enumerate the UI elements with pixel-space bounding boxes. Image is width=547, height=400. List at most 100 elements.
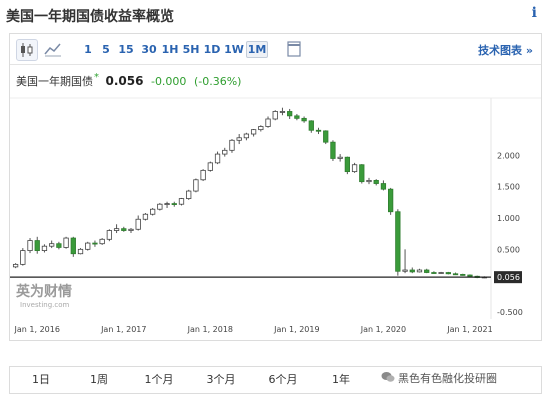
candle-body <box>236 137 242 141</box>
candle-body <box>308 120 314 131</box>
delay-star: * <box>94 72 99 83</box>
candle-body <box>150 208 156 215</box>
info-icon[interactable]: i <box>531 5 537 21</box>
period-1d[interactable]: 1日 <box>32 373 50 386</box>
candle-body <box>445 272 451 275</box>
candle-body <box>171 203 177 205</box>
price-change: -0.000 <box>150 75 187 88</box>
watermark: 黑色有色融化投研圈 <box>381 368 497 390</box>
y-tick-label: 1.000 <box>497 214 520 223</box>
candle-body <box>431 272 437 274</box>
candle-body <box>366 179 372 183</box>
candle-body <box>424 269 430 273</box>
candle-body <box>409 269 415 273</box>
x-tick-label: Jan 1, 2017 <box>100 325 146 334</box>
candle-body <box>85 242 91 250</box>
candle-body <box>402 269 408 272</box>
candle-body <box>301 117 307 122</box>
logo-text: 英为财情 <box>15 283 72 300</box>
interval-5[interactable]: 5 <box>102 43 110 56</box>
interval-5h[interactable]: 5H <box>182 43 200 56</box>
quote-line: 美国一年期国债* 0.056 -0.000 (-0.36%) <box>16 72 242 89</box>
period-1y[interactable]: 1年 <box>332 373 350 386</box>
candle-body <box>27 240 33 251</box>
area-chart-icon[interactable] <box>43 39 63 59</box>
candle-body <box>121 228 127 231</box>
y-tick-label: 0.056 <box>497 273 520 282</box>
interval-15[interactable]: 15 <box>118 43 134 56</box>
price-chart[interactable]: 英为财情 Investing.com 2.000 1.500 1.000 0.500 0… <box>10 34 541 340</box>
candle-body <box>359 164 365 183</box>
price-change-percent: (-0.36%) <box>193 75 242 88</box>
candle-body <box>200 169 206 181</box>
candle-body <box>287 111 293 117</box>
candle-body <box>113 228 120 231</box>
candlestick-icon[interactable] <box>16 39 38 61</box>
candle-body <box>294 115 300 119</box>
candles-group <box>12 107 488 279</box>
interval-30[interactable]: 30 <box>141 43 157 56</box>
interval-1w[interactable]: 1W <box>224 43 244 56</box>
candle-body <box>272 111 278 120</box>
candle-body <box>395 211 401 272</box>
candle-body <box>49 243 55 247</box>
candle-body <box>56 243 62 248</box>
logo-subtext: Investing.com <box>20 301 70 309</box>
candle-body <box>142 213 149 220</box>
candle-body <box>452 273 459 276</box>
candle-body <box>63 237 69 248</box>
y-tick-label: 1.500 <box>497 183 520 192</box>
candle-body <box>34 240 40 251</box>
candle-body <box>178 198 185 205</box>
candle-body <box>250 129 257 135</box>
candle-body <box>77 248 84 255</box>
y-axis-labels: 2.000 1.500 1.000 0.500 0.056 -0.500 <box>494 151 523 317</box>
candle-body <box>416 269 423 273</box>
candle-body <box>128 228 134 231</box>
period-1w[interactable]: 1周 <box>90 373 108 386</box>
candle-body <box>207 162 213 171</box>
interval-1h[interactable]: 1H <box>161 43 179 56</box>
x-tick-label: Jan 1, 2019 <box>273 325 319 334</box>
candle-body <box>337 156 343 159</box>
candle-body <box>229 139 235 151</box>
technical-chart-link[interactable]: 技术图表 » <box>478 44 533 57</box>
candle-body <box>193 179 199 192</box>
x-tick-label: Jan 1, 2018 <box>187 325 233 334</box>
candle-body <box>186 190 192 199</box>
candle-body <box>323 130 329 143</box>
candle-body <box>330 141 336 159</box>
candle-body <box>214 153 221 164</box>
instrument-name: 美国一年期国债 <box>16 75 93 88</box>
candle-body <box>279 111 286 113</box>
page-title: 美国一年期国债收益率概览 <box>6 9 174 25</box>
x-tick-label: Jan 1, 2016 <box>14 325 60 334</box>
candle-body <box>460 273 466 276</box>
investing-logo: 英为财情 Investing.com <box>15 283 72 309</box>
last-price: 0.056 <box>105 74 144 88</box>
candle-body <box>157 203 163 210</box>
candle-body <box>315 129 322 132</box>
candle-body <box>92 242 98 245</box>
candle-body <box>20 250 26 265</box>
candle-body <box>265 118 271 127</box>
y-tick-label: 2.000 <box>497 151 520 160</box>
period-6m[interactable]: 6个月 <box>268 373 298 386</box>
candle-body <box>41 245 48 251</box>
period-1m[interactable]: 1个月 <box>144 373 174 386</box>
header: 美国一年期国债收益率概览 i <box>0 0 547 30</box>
candle-body <box>164 203 170 205</box>
interval-1[interactable]: 1 <box>84 43 92 56</box>
watermark-text: 黑色有色融化投研圈 <box>398 372 497 385</box>
interval-1m[interactable]: 1M <box>246 41 268 58</box>
candle-body <box>70 237 76 255</box>
interval-1d[interactable]: 1D <box>203 43 221 56</box>
period-3m[interactable]: 3个月 <box>206 373 236 386</box>
wechat-icon <box>381 370 395 384</box>
candle-body <box>106 230 112 240</box>
candle-body <box>135 218 141 230</box>
document-icon[interactable] <box>284 39 304 59</box>
chart-toolbar: 1 5 15 30 1H 5H 1D 1W 1M 技术图表 » <box>10 34 541 65</box>
candle-body <box>373 179 379 184</box>
candle-body <box>388 188 394 213</box>
